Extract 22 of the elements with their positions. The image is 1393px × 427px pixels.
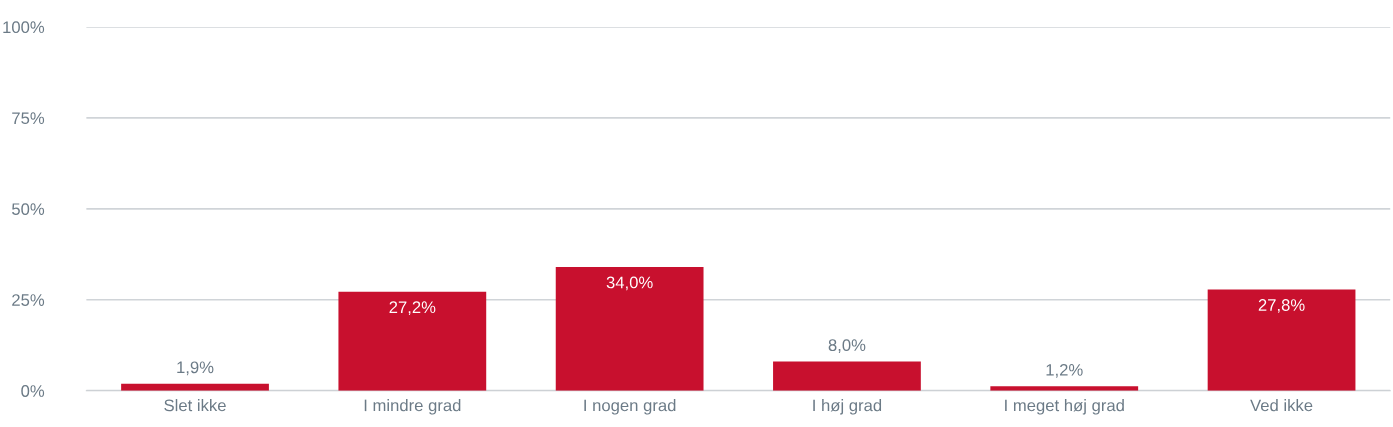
x-tick-label: I nogen grad [584,399,676,415]
bar [990,386,1139,391]
data-label: 8,0% [828,339,866,353]
x-tick-label: Ved ikke [1250,399,1313,412]
bar [555,267,704,391]
x-tick-label: I mindre grad [364,399,461,415]
y-tick-label: 75% [12,112,45,125]
bar [773,361,921,391]
x-tick-label: I meget høj grad [1005,399,1124,415]
x-tick-label: Slet ikke [164,399,226,412]
y-tick-label: 25% [12,294,45,306]
data-label: 1,2% [1046,363,1083,378]
y-tick-label: 0% [21,385,45,397]
x-tick-label: I høj grad [813,399,882,415]
y-tick-label: 50% [12,203,45,216]
y-tick-label: 100% [3,21,45,34]
data-label: 27,8% [1258,299,1305,313]
data-label: 1,9% [177,361,214,376]
bar [338,291,487,391]
bar [1207,289,1356,391]
data-label: 34,0% [606,276,653,291]
data-label: 27,2% [389,301,436,316]
